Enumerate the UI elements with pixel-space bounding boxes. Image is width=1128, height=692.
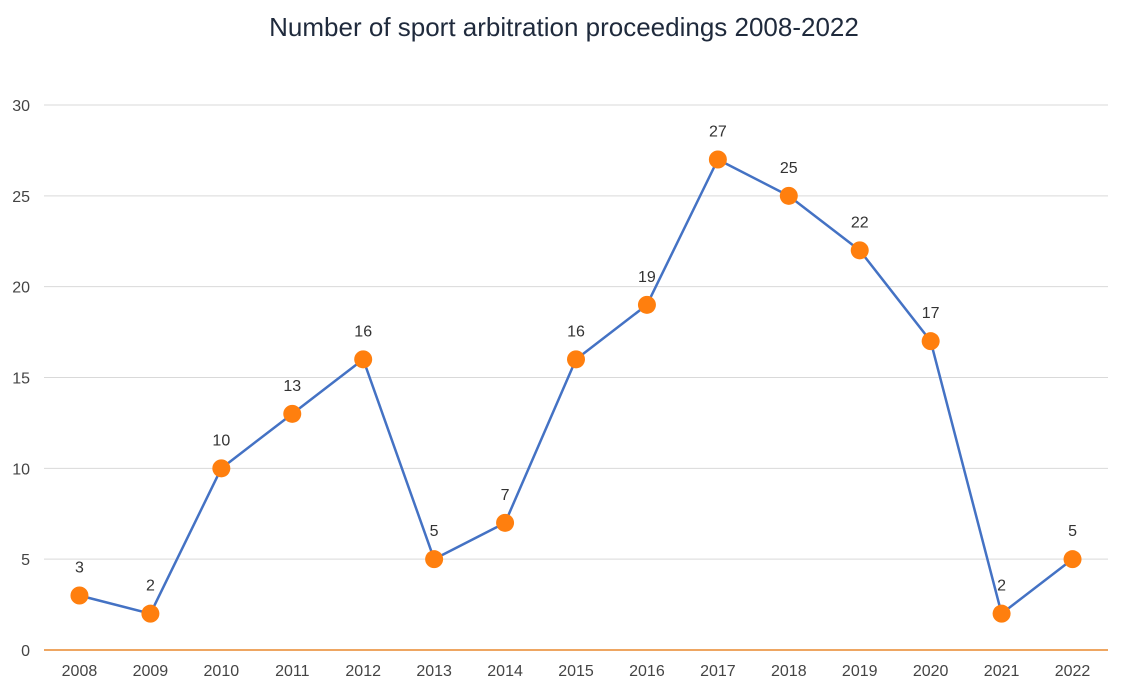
x-axis-ticks: 2008 2009 2010 2011 2012 2013 2014 2015 2016 2017… bbox=[62, 663, 1091, 680]
x-tick-label: 2021 bbox=[984, 663, 1020, 680]
y-tick-label: 5 bbox=[21, 552, 30, 569]
series-line bbox=[79, 158, 1074, 615]
x-tick-label: 2014 bbox=[487, 663, 523, 680]
data-label: 5 bbox=[430, 523, 439, 540]
y-tick-label: 20 bbox=[12, 280, 30, 297]
data-label: 16 bbox=[354, 323, 372, 340]
x-tick-label: 2009 bbox=[133, 663, 169, 680]
x-tick-label: 2010 bbox=[204, 663, 240, 680]
x-tick-label: 2022 bbox=[1055, 663, 1091, 680]
data-point bbox=[850, 241, 869, 260]
data-label: 27 bbox=[709, 124, 727, 141]
x-tick-label: 2015 bbox=[558, 663, 594, 680]
data-point bbox=[637, 295, 656, 314]
y-tick-label: 15 bbox=[12, 371, 30, 388]
data-point bbox=[70, 586, 89, 605]
data-point bbox=[992, 604, 1011, 623]
data-point bbox=[354, 350, 373, 369]
x-tick-label: 2011 bbox=[275, 663, 310, 680]
data-point bbox=[496, 513, 515, 532]
data-point bbox=[212, 459, 231, 478]
y-tick-label: 30 bbox=[12, 98, 30, 115]
data-point bbox=[1063, 550, 1082, 569]
chart-title: Number of sport arbitration proceedings … bbox=[269, 12, 859, 42]
data-point bbox=[567, 350, 585, 369]
data-label: 17 bbox=[922, 305, 940, 322]
x-tick-label: 2017 bbox=[700, 663, 736, 680]
data-label: 13 bbox=[283, 378, 301, 395]
series-line-group bbox=[79, 158, 1074, 615]
x-tick-label: 2013 bbox=[416, 663, 452, 680]
data-label: 2 bbox=[997, 578, 1006, 595]
data-label: 22 bbox=[851, 214, 869, 231]
y-tick-label: 25 bbox=[12, 189, 30, 206]
y-axis-ticks: 0 5 10 15 20 25 30 bbox=[12, 98, 30, 660]
data-label: 16 bbox=[567, 323, 585, 340]
x-tick-label: 2019 bbox=[842, 663, 878, 680]
x-tick-label: 2016 bbox=[629, 663, 665, 680]
y-tick-label: 0 bbox=[21, 643, 30, 660]
data-label: 10 bbox=[212, 432, 230, 449]
data-label: 7 bbox=[501, 487, 510, 504]
data-point bbox=[921, 332, 940, 351]
data-label: 25 bbox=[780, 160, 798, 177]
data-point bbox=[779, 186, 798, 205]
y-tick-label: 10 bbox=[12, 461, 30, 478]
data-label: 2 bbox=[146, 578, 155, 595]
data-label: 5 bbox=[1068, 523, 1077, 540]
x-tick-label: 2018 bbox=[771, 663, 807, 680]
data-point bbox=[283, 404, 302, 423]
series-markers bbox=[70, 150, 1082, 623]
data-point bbox=[141, 604, 160, 623]
x-tick-label: 2012 bbox=[345, 663, 381, 680]
data-label: 3 bbox=[75, 560, 84, 577]
grid-lines bbox=[44, 104, 1108, 651]
data-point bbox=[708, 150, 727, 169]
x-tick-label: 2020 bbox=[913, 663, 949, 680]
data-label: 19 bbox=[638, 269, 656, 286]
x-tick-label: 2008 bbox=[62, 663, 98, 680]
data-point bbox=[425, 550, 444, 569]
